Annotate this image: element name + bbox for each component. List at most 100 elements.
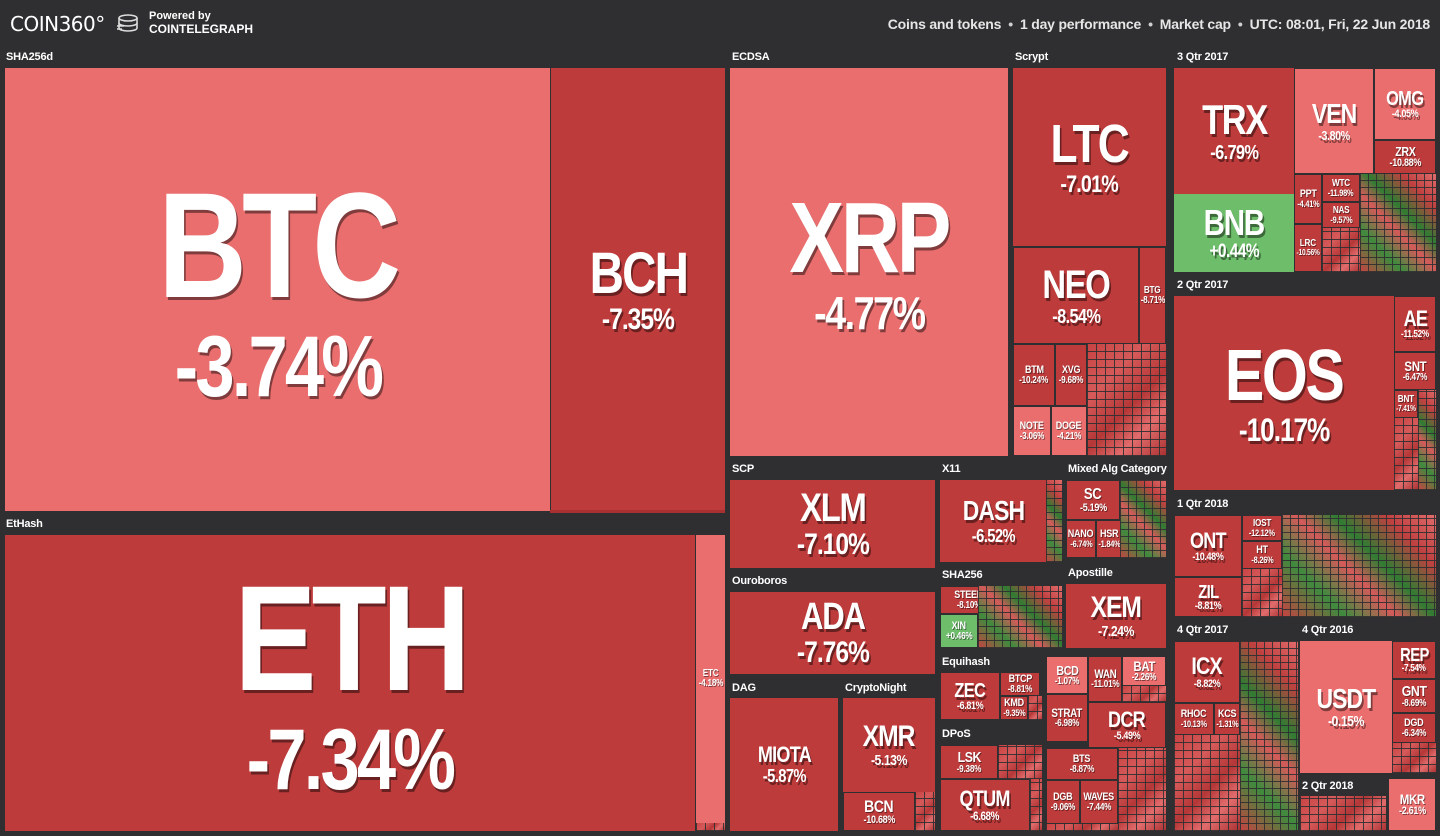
coin-tile-ae[interactable]: AE -11.52% bbox=[1394, 296, 1436, 352]
coin-tile-xin[interactable]: XIN +0.46% bbox=[940, 614, 978, 648]
coin-change: +0.46% bbox=[945, 630, 973, 642]
coin-symbol: OMG bbox=[1386, 87, 1424, 110]
coin-tile-kmd[interactable]: KMD -9.35% bbox=[1000, 696, 1028, 720]
category-label-x11: X11 bbox=[942, 463, 961, 475]
coin-symbol: ETC bbox=[702, 668, 719, 679]
coin-tile-btm[interactable]: BTM -10.24% bbox=[1013, 344, 1055, 406]
filter-period[interactable]: 1 day performance bbox=[1019, 16, 1142, 32]
coin-change: -7.76% bbox=[796, 636, 869, 669]
separator: • bbox=[1237, 16, 1243, 32]
coin-tile-rep[interactable]: REP -7.54% bbox=[1392, 641, 1436, 679]
small-tiles bbox=[1046, 480, 1062, 562]
coin-tile-dash[interactable]: DASH -6.52% bbox=[940, 480, 1046, 562]
coin-tile-neo[interactable]: NEO -8.54% bbox=[1013, 247, 1139, 344]
filter-coins-tokens[interactable]: Coins and tokens bbox=[887, 16, 1002, 32]
coin-tile-xvg[interactable]: XVG -9.68% bbox=[1055, 344, 1087, 406]
powered-by-label[interactable]: Powered by COINTELEGRAPH bbox=[149, 10, 253, 36]
coin-tile-iost[interactable]: IOST -12.12% bbox=[1242, 515, 1282, 541]
coin-symbol: BTCP bbox=[1008, 672, 1032, 685]
coin-tile-zil[interactable]: ZIL -8.81% bbox=[1174, 577, 1242, 617]
coin-change: -7.01% bbox=[1060, 171, 1119, 198]
filter-metric[interactable]: Market cap bbox=[1159, 16, 1231, 32]
coin-tile-qtum[interactable]: QTUM -6.68% bbox=[940, 779, 1030, 831]
coin-tile-btcp[interactable]: BTCP -8.81% bbox=[1000, 672, 1040, 696]
coin-tile-ada[interactable]: ADA -7.76% bbox=[730, 592, 935, 674]
category-label-q2-2017: 2 Qtr 2017 bbox=[1177, 279, 1229, 291]
coin-tile-ven[interactable]: VEN -3.80% bbox=[1294, 68, 1374, 174]
coin-tile-dcr[interactable]: DCR -5.49% bbox=[1088, 702, 1166, 748]
coin-symbol: ONT bbox=[1190, 527, 1227, 553]
coin-tile-note[interactable]: NOTE -3.06% bbox=[1013, 406, 1051, 456]
coin-change: -6.52% bbox=[971, 526, 1015, 546]
coin-tile-btg[interactable]: BTG -8.71% bbox=[1139, 247, 1166, 344]
coin-symbol: XRP bbox=[789, 182, 952, 294]
coin-tile-btc[interactable]: BTC -3.74% bbox=[5, 68, 550, 511]
coin-tile-mkr[interactable]: MKR -2.61% bbox=[1388, 778, 1436, 831]
coin-tile-bat[interactable]: BAT -2.26% bbox=[1122, 656, 1166, 686]
coin-tile-kcs[interactable]: KCS -1.31% bbox=[1214, 703, 1240, 735]
coin-symbol: ZRX bbox=[1394, 144, 1416, 159]
coin-change: -11.98% bbox=[1328, 187, 1354, 198]
coin-tile-zec[interactable]: ZEC -6.81% bbox=[940, 672, 1000, 720]
coin-tile-lsk[interactable]: LSK -9.38% bbox=[940, 745, 998, 779]
coin-change: -3.80% bbox=[1318, 128, 1350, 143]
coin-tile-bcd[interactable]: BCD -1.07% bbox=[1046, 656, 1088, 694]
coin-change: -8.82% bbox=[1193, 677, 1221, 690]
coin-change: -6.74% bbox=[1069, 539, 1093, 549]
coin-symbol: ADA bbox=[800, 596, 866, 638]
coin-tile-wtc[interactable]: WTC -11.98% bbox=[1322, 174, 1360, 202]
small-tiles bbox=[1392, 743, 1436, 773]
coin-tile-zrx[interactable]: ZRX -10.88% bbox=[1374, 140, 1436, 174]
coin-change: -4.05% bbox=[1391, 107, 1419, 120]
coin-tile-hsr[interactable]: HSR -1.84% bbox=[1096, 520, 1122, 558]
coin-symbol: DGD bbox=[1404, 716, 1424, 729]
coin-tile-strat[interactable]: STRAT -6.98% bbox=[1046, 694, 1088, 742]
coin-tile-eth[interactable]: ETH -7.34% bbox=[5, 535, 695, 831]
category-label-scp: SCP bbox=[732, 463, 755, 475]
coin-tile-waves[interactable]: WAVES -7.44% bbox=[1080, 780, 1118, 824]
coin-tile-etc[interactable]: ETC -4.18% bbox=[696, 535, 725, 823]
coin-tile-bcn[interactable]: BCN -10.68% bbox=[843, 792, 915, 831]
coin-tile-trx[interactable]: TRX -6.79% bbox=[1174, 68, 1294, 194]
coin-tile-ltc[interactable]: LTC -7.01% bbox=[1013, 68, 1166, 246]
coin-change: -8.71% bbox=[1140, 294, 1165, 306]
coin360-logo[interactable]: COIN360° bbox=[10, 12, 105, 36]
coin-tile-ppt[interactable]: PPT -4.41% bbox=[1294, 174, 1322, 224]
coin-tile-nano[interactable]: NANO -6.74% bbox=[1066, 520, 1096, 558]
small-tiles bbox=[1120, 480, 1166, 558]
coin-tile-bnt[interactable]: BNT -7.41% bbox=[1394, 390, 1418, 418]
coin-tile-rhoc[interactable]: RHOC -10.13% bbox=[1174, 703, 1214, 735]
coin-tile-gnt[interactable]: GNT -8.69% bbox=[1392, 679, 1436, 713]
coin-tile-bch[interactable]: BCH -7.35% bbox=[550, 68, 725, 511]
coin-tile-ont[interactable]: ONT -10.48% bbox=[1174, 515, 1242, 577]
coin-tile-xem[interactable]: XEM -7.24% bbox=[1066, 584, 1166, 648]
coin-tile-dgb[interactable]: DGB -9.06% bbox=[1046, 780, 1080, 824]
small-tiles bbox=[1030, 779, 1042, 831]
coin-symbol: DCR bbox=[1108, 706, 1147, 732]
coin-change: -6.79% bbox=[1209, 142, 1259, 164]
coin-tile-doge[interactable]: DOGE -4.21% bbox=[1051, 406, 1087, 456]
category-label-scrypt: Scrypt bbox=[1015, 51, 1049, 63]
coin-symbol: XEM bbox=[1090, 591, 1142, 624]
coin-tile-ht[interactable]: HT -8.26% bbox=[1242, 541, 1282, 569]
coin-tile-xmr[interactable]: XMR -5.13% bbox=[843, 698, 935, 792]
coin-change: -12.12% bbox=[1249, 527, 1275, 538]
coin-symbol: PPT bbox=[1299, 188, 1317, 200]
coin-tile-miota[interactable]: MIOTA -5.87% bbox=[730, 698, 838, 831]
coin-tile-nas[interactable]: NAS -9.57% bbox=[1322, 202, 1360, 228]
coin-tile-snt[interactable]: SNT -6.47% bbox=[1394, 352, 1436, 390]
coin-tile-sc[interactable]: SC -5.19% bbox=[1066, 480, 1120, 520]
coin-tile-dgd[interactable]: DGD -6.34% bbox=[1392, 713, 1436, 743]
coin-tile-wan[interactable]: WAN -11.01% bbox=[1088, 656, 1122, 702]
coin-tile-omg[interactable]: OMG -4.05% bbox=[1374, 68, 1436, 140]
coin-tile-lrc[interactable]: LRC -10.56% bbox=[1294, 224, 1322, 272]
coin-tile-xrp[interactable]: XRP -4.77% bbox=[730, 68, 1008, 456]
coin-tile-eos[interactable]: EOS -10.17% bbox=[1174, 296, 1394, 490]
coin-tile-bts[interactable]: BTS -8.87% bbox=[1046, 748, 1118, 780]
coin-tile-bnb[interactable]: BNB +0.44% bbox=[1174, 194, 1294, 272]
coin-tile-xlm[interactable]: XLM -7.10% bbox=[730, 480, 935, 568]
coin-tile-icx[interactable]: ICX -8.82% bbox=[1174, 641, 1240, 703]
small-tiles bbox=[1394, 418, 1418, 490]
small-tiles bbox=[998, 745, 1042, 779]
coin-tile-usdt[interactable]: USDT -0.15% bbox=[1300, 641, 1392, 773]
